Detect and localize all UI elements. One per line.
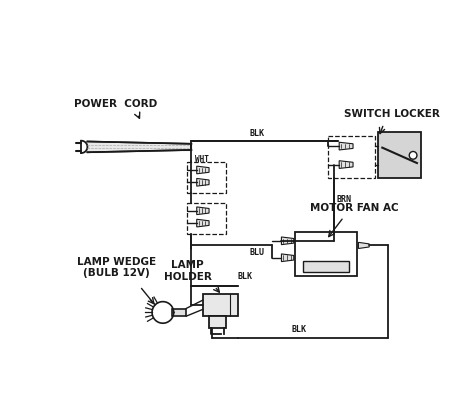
Bar xyxy=(203,294,237,315)
Bar xyxy=(328,136,374,178)
Polygon shape xyxy=(282,254,294,262)
Bar xyxy=(209,315,226,328)
Text: BLK: BLK xyxy=(238,272,253,281)
Polygon shape xyxy=(197,166,209,174)
Polygon shape xyxy=(282,237,294,245)
Bar xyxy=(303,261,349,272)
Text: BLK: BLK xyxy=(249,129,264,138)
Polygon shape xyxy=(197,219,209,227)
Polygon shape xyxy=(358,243,369,249)
Bar xyxy=(378,132,421,178)
Bar xyxy=(188,203,226,234)
Polygon shape xyxy=(339,161,353,169)
Text: BRN: BRN xyxy=(336,195,351,204)
Text: LAMP
HOLDER: LAMP HOLDER xyxy=(164,261,211,282)
Text: BLU: BLU xyxy=(249,248,264,257)
Circle shape xyxy=(409,151,417,159)
Text: MOTOR FAN AC: MOTOR FAN AC xyxy=(310,203,399,213)
Polygon shape xyxy=(197,207,209,215)
Polygon shape xyxy=(339,142,353,150)
Text: BLK: BLK xyxy=(292,325,307,334)
Text: LAMP WEDGE
(BULB 12V): LAMP WEDGE (BULB 12V) xyxy=(77,256,156,278)
Bar xyxy=(172,308,186,316)
Bar xyxy=(295,231,357,276)
Bar xyxy=(188,162,226,193)
Text: POWER  CORD: POWER CORD xyxy=(74,99,157,109)
Text: WHT: WHT xyxy=(195,155,209,164)
Polygon shape xyxy=(197,178,209,186)
Text: SWITCH LOCKER: SWITCH LOCKER xyxy=(344,109,439,119)
